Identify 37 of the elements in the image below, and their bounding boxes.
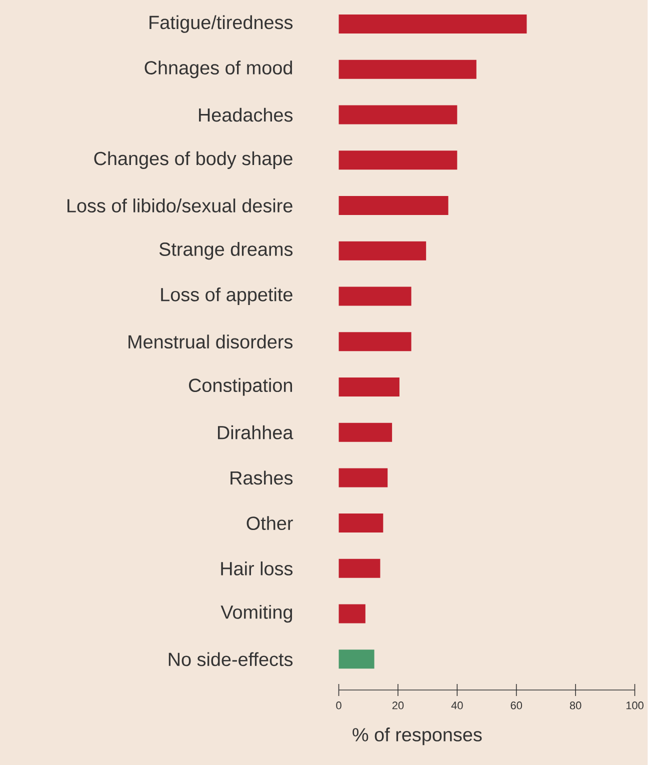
y-tick-label: Menstrual disorders xyxy=(128,334,293,349)
y-tick-label: Rashes xyxy=(230,470,293,485)
bar xyxy=(338,377,400,396)
y-tick-label: Constipation xyxy=(189,378,292,396)
x-tick-label: 60 xyxy=(510,702,522,710)
y-tick-label: Other xyxy=(246,516,294,530)
y-tick-label: No side-effects xyxy=(169,652,293,666)
x-axis-title: % of responses xyxy=(352,728,482,746)
bar xyxy=(338,422,392,442)
y-tick-label: Hair loss xyxy=(221,561,293,576)
x-tick-label: 20 xyxy=(392,702,404,710)
y-tick-label: Fatigue/tiredness xyxy=(150,15,293,33)
bar xyxy=(338,558,380,578)
bar xyxy=(338,468,388,488)
bar xyxy=(338,14,527,34)
y-tick-label: Headaches xyxy=(199,108,293,122)
y-tick-label: Chnages of mood xyxy=(144,60,292,78)
bar xyxy=(338,150,458,170)
y-tick-label: Strange dreams xyxy=(160,242,293,260)
bar xyxy=(338,514,384,533)
bar xyxy=(338,650,374,669)
y-tick-label: Vomiting xyxy=(220,604,292,623)
x-tick-label: 100 xyxy=(626,702,644,710)
bar xyxy=(338,241,426,260)
bar xyxy=(338,196,448,216)
bar xyxy=(338,60,477,79)
x-tick-label: 40 xyxy=(451,702,463,710)
bar xyxy=(338,105,458,124)
bar xyxy=(338,604,366,624)
y-tick-label: Dirahhea xyxy=(218,425,294,440)
y-tick-label: Loss of appetite xyxy=(161,287,292,306)
x-tick-label: 80 xyxy=(570,702,582,710)
y-tick-label: Loss of libido/sexual desire xyxy=(68,198,292,212)
bar xyxy=(338,286,412,306)
x-tick-label: 0 xyxy=(336,702,342,710)
y-tick-label: Changes of body shape xyxy=(94,151,292,169)
bar xyxy=(338,332,412,352)
